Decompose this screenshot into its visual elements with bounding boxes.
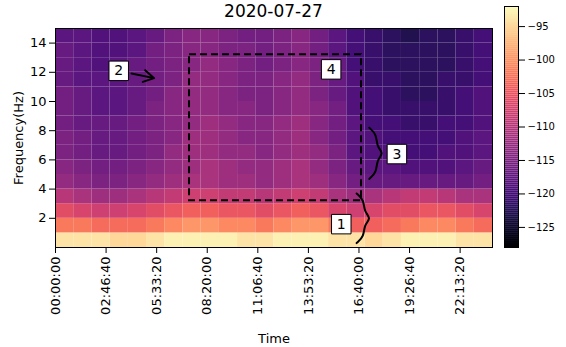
svg-text:−100: −100 xyxy=(528,54,555,65)
svg-text:−95: −95 xyxy=(528,21,549,32)
svg-text:2: 2 xyxy=(38,210,46,225)
svg-text:3: 3 xyxy=(392,146,401,162)
svg-text:Time: Time xyxy=(257,331,290,346)
svg-text:−115: −115 xyxy=(528,155,555,166)
svg-text:8: 8 xyxy=(38,123,46,138)
svg-text:4: 4 xyxy=(327,61,336,77)
svg-text:−120: −120 xyxy=(528,188,555,199)
svg-text:19:26:40: 19:26:40 xyxy=(402,257,417,315)
svg-text:13:53:20: 13:53:20 xyxy=(301,257,316,315)
svg-text:22:13:20: 22:13:20 xyxy=(452,257,467,315)
svg-text:00:00:00: 00:00:00 xyxy=(48,257,63,315)
svg-text:16:40:00: 16:40:00 xyxy=(351,257,366,315)
svg-text:08:20:00: 08:20:00 xyxy=(199,257,214,315)
svg-text:02:46:40: 02:46:40 xyxy=(98,257,113,315)
svg-text:11:06:40: 11:06:40 xyxy=(250,257,265,315)
svg-text:10: 10 xyxy=(30,94,47,109)
svg-text:−125: −125 xyxy=(528,222,555,233)
svg-text:1: 1 xyxy=(337,216,346,232)
svg-text:Frequency(Hz): Frequency(Hz) xyxy=(11,91,26,185)
svg-text:2: 2 xyxy=(114,62,123,78)
svg-text:−105: −105 xyxy=(528,88,555,99)
svg-text:−110: −110 xyxy=(528,121,555,132)
svg-text:05:33:20: 05:33:20 xyxy=(149,257,164,315)
svg-text:6: 6 xyxy=(38,152,46,167)
html-text:2020-07-27: 2020-07-27 xyxy=(224,1,323,21)
svg-text:12: 12 xyxy=(30,64,47,79)
svg-text:14: 14 xyxy=(30,35,47,50)
svg-text:4: 4 xyxy=(38,181,46,196)
